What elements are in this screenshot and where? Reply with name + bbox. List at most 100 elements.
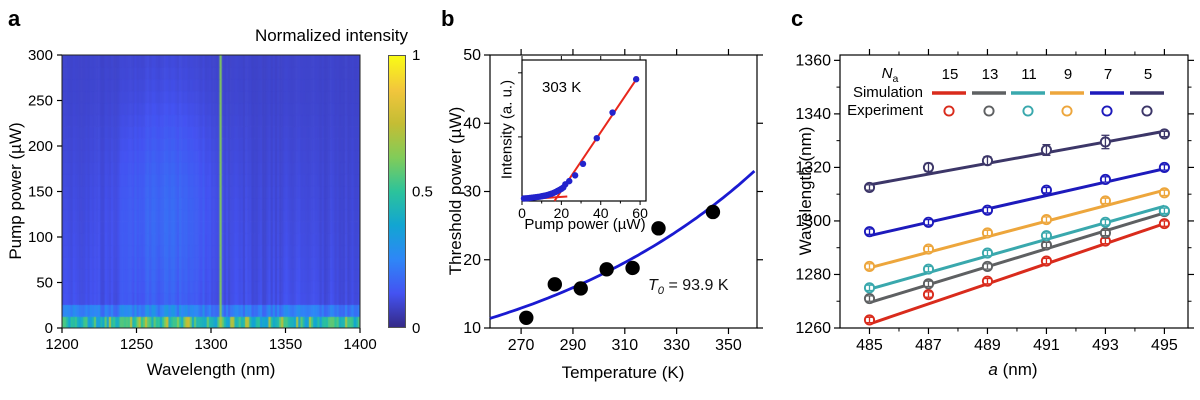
legend-experiment-swatch <box>1101 105 1113 117</box>
inset-data-point <box>558 185 565 193</box>
experiment-point <box>1040 214 1052 226</box>
panel-b-xlabel: Temperature (K) <box>561 363 685 382</box>
experiment-point <box>863 181 876 194</box>
colorbar-title: Normalized intensity <box>254 26 408 45</box>
panel-a-xlabel: Wavelength (nm) <box>146 360 276 379</box>
panel-c-label: c <box>791 6 804 31</box>
experiment-point <box>1099 136 1111 148</box>
heatmap-plot <box>62 55 360 328</box>
colorbar <box>388 55 406 328</box>
legend-experiment-label: Experiment <box>847 102 923 119</box>
experiment-point <box>981 155 994 167</box>
x-tick-label: 350 <box>715 337 742 354</box>
x-tick-label: 310 <box>611 337 638 354</box>
legend-experiment-swatch <box>943 105 955 117</box>
experiment-point <box>922 278 935 290</box>
legend-simulation-label: Simulation <box>852 84 923 101</box>
legend-experiment-swatch <box>983 105 995 117</box>
x-tick-label: 330 <box>663 337 690 354</box>
inset-data-point <box>528 194 536 201</box>
experiment-point <box>1040 184 1052 196</box>
y-tick-label: 1360 <box>795 52 831 69</box>
experiment-point <box>1158 161 1170 173</box>
y-tick-label: 1260 <box>795 320 831 337</box>
inset-data-point <box>566 177 573 185</box>
x-tick-label: 290 <box>560 337 587 354</box>
x-tick-label: 270 <box>508 337 535 354</box>
inset-data-point <box>546 191 553 198</box>
experiment-point <box>922 243 935 255</box>
y-tick-label: 250 <box>28 93 53 110</box>
threshold-data-point <box>519 310 534 325</box>
simulation-line <box>869 222 1165 326</box>
inset-xlabel: Pump power (µW) <box>524 216 646 233</box>
inset-data-point <box>562 181 569 188</box>
inset-data-point <box>593 134 600 142</box>
threshold-data-point <box>625 260 640 276</box>
t0-annotation: T0 = 93.9 K <box>648 277 729 297</box>
t0-value: = 93.9 K <box>664 277 729 294</box>
inset-data-point <box>550 189 557 197</box>
experiment-point <box>863 314 876 326</box>
legend-experiment-swatch <box>1022 105 1034 117</box>
inset-frame <box>521 59 647 202</box>
inset-data-point <box>571 172 579 179</box>
panel-c-xlabel: a (nm) <box>933 360 1093 380</box>
experiment-point <box>863 293 876 305</box>
x-tick-label: 1350 <box>269 336 302 353</box>
panel-b-ylabel: Threshold power (µW) <box>446 106 465 276</box>
legend-na-header: Na <box>865 65 915 85</box>
simulation-line <box>869 167 1165 238</box>
experiment-point <box>863 226 876 238</box>
inset-data-point <box>520 195 528 202</box>
inset-data-point <box>552 188 559 196</box>
legend-na-value: 13 <box>982 66 999 83</box>
inset-data-point <box>522 195 530 202</box>
inset-data-point <box>560 184 567 191</box>
panel-a-ylabel: Pump power (µW) <box>6 122 25 260</box>
y-tick-label: 50 <box>36 275 53 292</box>
experiment-point <box>863 260 876 272</box>
x-tick-label: 1300 <box>194 336 227 353</box>
lattice-constant-unit: (nm) <box>997 360 1038 379</box>
inset-data-point <box>540 192 547 200</box>
experiment-point <box>1158 218 1170 230</box>
experiment-point <box>922 263 935 275</box>
legend-na-value: 15 <box>942 66 959 83</box>
threshold-data-point <box>599 262 614 277</box>
experiment-point <box>922 288 935 301</box>
na-symbol: N <box>881 65 893 82</box>
experiment-point <box>981 275 994 287</box>
experiment-point <box>1158 205 1170 217</box>
inset-data-point <box>538 193 545 200</box>
experiment-point <box>1040 230 1052 242</box>
inset-ylabel: Intensity (a. u.) <box>498 79 516 180</box>
experiment-point <box>1040 255 1052 267</box>
simulation-line <box>869 204 1165 291</box>
legend-na-value: 11 <box>1021 66 1037 83</box>
experiment-point <box>863 282 876 294</box>
inset-data-point <box>524 194 532 202</box>
inset-data-point <box>609 109 616 116</box>
panel-a-label: a <box>8 6 21 31</box>
colorbar-tick-label: 0.5 <box>412 184 433 201</box>
inset-data-point <box>556 186 563 194</box>
x-tick-label: 485 <box>856 337 883 354</box>
simulation-line <box>869 188 1165 270</box>
inset-data-point <box>554 187 561 195</box>
x-tick-label: 493 <box>1092 337 1119 354</box>
legend-na-value: 9 <box>1064 66 1072 83</box>
y-tick-label: 300 <box>28 47 53 64</box>
legend-experiment-swatch <box>1141 105 1153 117</box>
y-tick-label: 10 <box>463 320 481 337</box>
colorbar-tick-label: 1 <box>412 47 420 64</box>
threshold-data-point <box>547 277 563 292</box>
inset-data-point <box>542 192 549 199</box>
x-tick-label: 487 <box>915 337 942 354</box>
y-tick-label: 0 <box>45 320 53 337</box>
inset-data-point <box>579 160 587 168</box>
inset-data-point <box>536 193 543 200</box>
simulation-line <box>869 211 1165 305</box>
x-tick-label: 1200 <box>45 336 78 353</box>
